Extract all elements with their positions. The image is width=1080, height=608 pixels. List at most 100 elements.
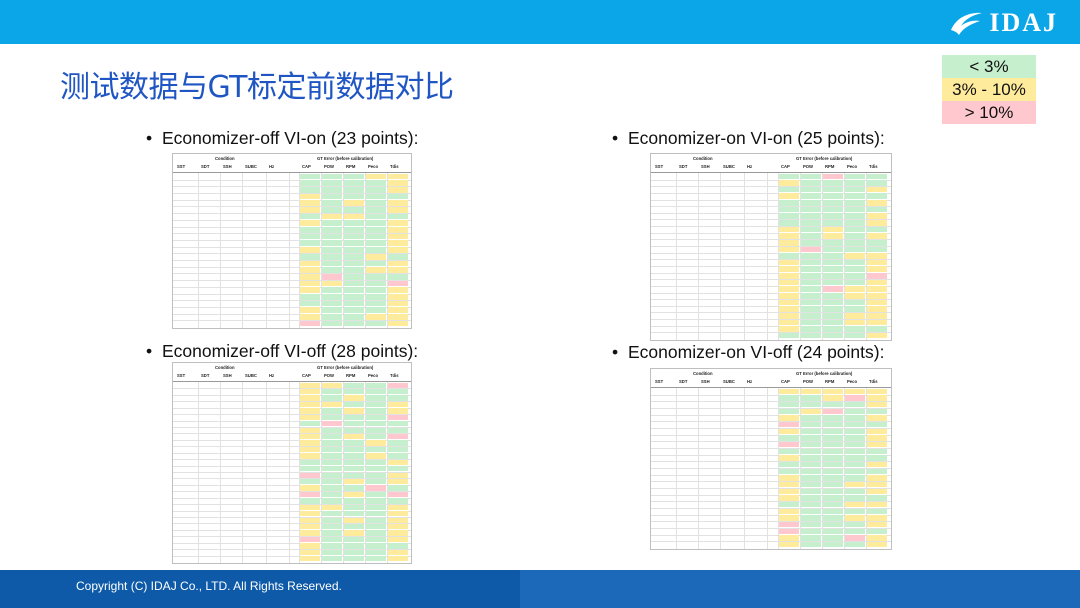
table-cell [388,294,408,300]
table-cell [322,517,342,523]
table-cell [300,395,320,401]
column-header-rpm: RPM [346,164,356,169]
table-cell [322,446,342,453]
column-header-pow: POW [324,164,335,169]
table-cell [867,259,887,266]
table-cell [300,504,320,511]
table-cell [366,395,386,401]
column-header-rpm: RPM [825,379,835,384]
table-cell [344,517,364,523]
table-cell [867,421,887,428]
table-cell [867,475,887,481]
table-cell [823,180,843,186]
table-cell [300,206,320,213]
table-cell [344,556,364,562]
table-cell [344,220,364,227]
table-cell [388,280,408,287]
table-cell [801,441,821,448]
table-cell [388,220,408,227]
table-cell [867,541,887,548]
table-cell [300,440,320,446]
table-cell [801,253,821,259]
table-cell [366,320,386,327]
table-cell [322,536,342,543]
table-cell [845,508,865,515]
table-cell [779,186,799,193]
table-cell [388,173,408,180]
table-cell [801,273,821,279]
table-cell [322,543,342,549]
column-header-peco: Peco [847,379,858,384]
table-cell [867,528,887,535]
table-cell [801,306,821,312]
table-cell [322,300,342,307]
table-cell [867,441,887,448]
table-cell [388,459,408,466]
table-cell [366,220,386,227]
table-cell [388,307,408,314]
column-header-hz: Hz [269,373,275,378]
table-cell [388,427,408,433]
column-header-sdt: SDT [679,379,688,384]
table-cell [300,320,320,327]
table-cell [801,319,821,326]
table-cell [300,427,320,433]
table-cell [845,266,865,273]
column-header-tdis: Tdis [390,164,399,169]
column-header-subc: SUBC [245,164,257,169]
table-cell [388,556,408,562]
table-cell [779,213,799,219]
table-cell [366,193,386,200]
table-cell [779,481,799,488]
table-cell [867,508,887,515]
table-cell [779,408,799,415]
table-cell [845,253,865,259]
table-cell [388,511,408,517]
table-cell [779,246,799,253]
table-cell [845,293,865,299]
table-cell [366,273,386,280]
column-header-sdt: SDT [201,164,210,169]
legend-item-low: < 3% [942,55,1036,78]
table-cell [823,173,843,180]
table-cell [801,326,821,332]
table-cell [867,173,887,180]
table-cell [322,549,342,556]
table-cell [322,511,342,517]
table-cell [845,501,865,508]
table-cell [779,279,799,286]
table-cell [867,332,887,339]
table-cell [845,213,865,219]
table-cell [867,253,887,259]
column-header-rpm: RPM [825,164,835,169]
section-heading-text: Economizer-on VI-on (25 points): [628,128,885,148]
table-cell [300,388,320,395]
column-header-pow: POW [803,164,814,169]
table-cell [344,388,364,395]
table-cell [388,186,408,193]
error-table-econ-off-vi-off: Condition GT Error (before calibration) SS… [172,362,412,564]
table-cell [779,319,799,326]
table-cell [823,253,843,259]
table-cell [779,233,799,239]
table-cell [867,401,887,408]
table-cell [388,180,408,186]
table-cell [845,226,865,233]
table-cell [388,200,408,206]
table-cell [344,240,364,247]
table-cell [322,213,342,220]
column-header-ssh: SSH [701,164,710,169]
table-cell [779,441,799,448]
table-cell [823,213,843,219]
table-cell [779,173,799,180]
table-cell [823,293,843,299]
table-cell [779,421,799,428]
table-cell [300,511,320,517]
column-header-ssh: SSH [223,164,232,169]
table-cell [344,511,364,517]
table-cell [867,186,887,193]
table-cell [300,227,320,233]
table-cell [344,287,364,293]
table-cell [366,307,386,314]
table-cell [867,266,887,273]
